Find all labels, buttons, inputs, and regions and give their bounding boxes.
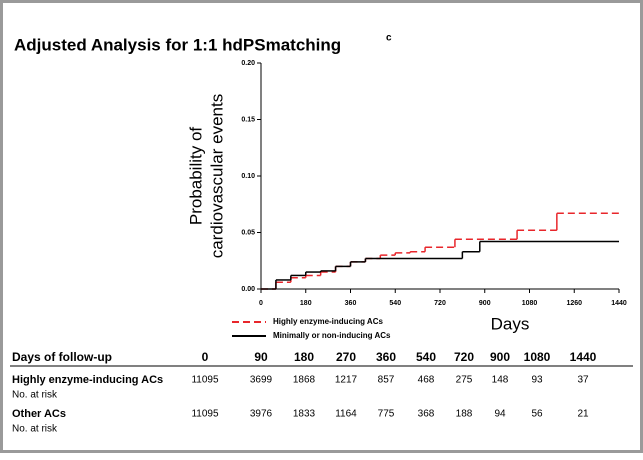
table-cell: 93 [531,375,543,386]
legend-label: Minimally or non-inducing ACs [273,331,391,340]
table-cell: 188 [456,409,473,420]
title-superscript: c [386,33,392,44]
table-cell: 3976 [250,409,273,420]
y-tick-label: 0.10 [241,173,255,180]
table-cell: 775 [378,409,395,420]
table-header: 270 [336,350,356,364]
table-cell: 21 [577,409,589,420]
table-cell: 1833 [293,409,316,420]
table-header: 0 [202,350,209,364]
table-cell: 11095 [191,409,219,420]
table-header: 900 [490,350,510,364]
table-cell: 275 [456,375,473,386]
table-cell: 37 [577,375,589,386]
y-axis-title-line: Probability of [186,127,205,226]
table-cell: 468 [418,375,435,386]
x-tick-label: 1260 [566,300,582,307]
table-cell: 1217 [335,375,358,386]
table-cell: 11095 [191,375,219,386]
y-axis-title-line: cardiovascular events [207,94,226,258]
table-header: 90 [254,350,268,364]
table-cell: 1164 [335,409,357,420]
row-label: Highly enzyme-inducing ACs [12,374,163,386]
table-cell: 3699 [250,375,273,386]
x-tick-label: 720 [434,300,446,307]
table-cell: 94 [494,409,506,420]
table-cell: 857 [378,375,395,386]
x-tick-label: 540 [389,300,401,307]
table-header: 360 [376,350,396,364]
table-header: 540 [416,350,436,364]
table-cell: 368 [418,409,435,420]
y-tick-label: 0.05 [241,229,255,236]
x-tick-label: 1440 [611,300,627,307]
table-cell: 56 [531,409,543,420]
row-sublabel: No. at risk [12,424,58,435]
table-cell: 1868 [293,375,316,386]
x-tick-label: 360 [345,300,357,307]
legend-label: Highly enzyme-inducing ACs [273,317,383,326]
row-label: Other ACs [12,408,66,420]
x-tick-label: 180 [300,300,312,307]
table-header: Days of follow-up [12,350,112,364]
x-tick-label: 900 [479,300,491,307]
table-header: 720 [454,350,474,364]
y-tick-label: 0.15 [241,116,255,123]
x-tick-label: 0 [259,300,263,307]
chart-title: Adjusted Analysis for 1:1 hdPSmatching [14,35,341,54]
row-sublabel: No. at risk [12,390,58,401]
x-axis-title: Days [491,314,530,333]
table-header: 180 [294,350,314,364]
y-tick-label: 0.20 [241,60,255,67]
y-tick-label: 0.00 [241,286,255,293]
y-axis-title: Probability of cardiovascular events [186,94,226,258]
table-header: 1080 [524,350,551,364]
table-header: 1440 [570,350,597,364]
x-tick-label: 1080 [522,300,538,307]
table-cell: 148 [492,375,509,386]
